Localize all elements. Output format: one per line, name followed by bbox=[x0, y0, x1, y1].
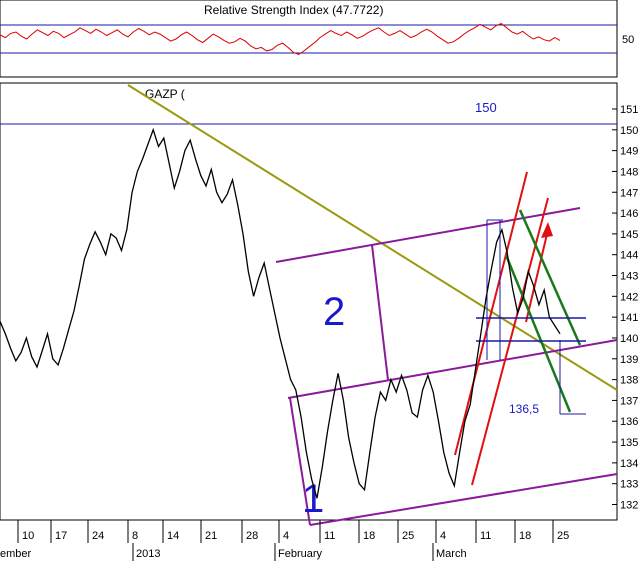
price-tick-label: 144 bbox=[620, 250, 638, 262]
date-tick-label: 4 bbox=[283, 530, 289, 542]
price-tick-label: 147 bbox=[620, 187, 638, 199]
price-tick-label: 143 bbox=[620, 271, 638, 283]
month-label: March bbox=[436, 548, 467, 560]
red-arrow bbox=[525, 229, 549, 323]
price-tick-label: 137 bbox=[620, 395, 638, 407]
rsi-title: Relative Strength Index (47.7722) bbox=[204, 3, 383, 17]
price-tick-label: 151 bbox=[620, 104, 638, 116]
date-tick-label: 11 bbox=[480, 530, 491, 542]
channel-2-top bbox=[275, 207, 581, 263]
price-tick-label: 141 bbox=[620, 312, 638, 324]
price-series-line bbox=[0, 127, 561, 499]
date-tick-label: 10 bbox=[22, 530, 34, 542]
month-label: ember bbox=[0, 548, 32, 560]
downtrend-line bbox=[127, 84, 618, 391]
green-flag-top bbox=[518, 209, 582, 346]
price-tick-label: 132 bbox=[620, 500, 638, 512]
rsi-panel bbox=[0, 0, 618, 78]
channel-1-side bbox=[289, 397, 311, 526]
price-tick-label: 138 bbox=[620, 375, 638, 387]
level-136-label: 136,5 bbox=[509, 402, 539, 416]
month-labels: ember 2013 February March bbox=[0, 543, 467, 561]
price-panel bbox=[0, 82, 618, 521]
date-tick-label: 21 bbox=[205, 530, 217, 542]
symbol-label: GAZP ( bbox=[145, 87, 185, 101]
rsi-series-line bbox=[0, 23, 561, 55]
price-tick-label: 135 bbox=[620, 437, 638, 449]
price-axis: 132 133 134 135 136 137 138 139 140 141 142 143 144 1… bbox=[612, 104, 638, 512]
price-tick-label: 148 bbox=[620, 166, 638, 178]
date-tick-label: 14 bbox=[167, 530, 179, 542]
channel-1-bottom bbox=[309, 473, 618, 526]
rsi-level-label: 50 bbox=[622, 34, 634, 46]
price-tick-label: 136 bbox=[620, 416, 638, 428]
price-tick-label: 139 bbox=[620, 354, 638, 366]
price-tick-label: 134 bbox=[620, 458, 638, 470]
price-tick-label: 146 bbox=[620, 208, 638, 220]
date-tick-label: 11 bbox=[324, 530, 335, 542]
date-tick-label: 8 bbox=[132, 530, 138, 542]
date-tick-label: 18 bbox=[363, 530, 375, 542]
price-tick-label: 140 bbox=[620, 333, 638, 345]
red-channel-left bbox=[454, 171, 528, 456]
channel-1-top bbox=[287, 339, 618, 399]
red-arrow-head bbox=[541, 222, 553, 238]
level-150-label: 150 bbox=[475, 100, 497, 115]
price-tick-label: 145 bbox=[620, 229, 638, 241]
green-flag-bottom bbox=[504, 254, 572, 413]
date-axis: 10 17 24 8 14 21 28 4 11 18 25 4 11 18 25 bbox=[17, 520, 569, 543]
date-tick-label: 18 bbox=[519, 530, 531, 542]
price-tick-label: 142 bbox=[620, 291, 638, 303]
month-label: February bbox=[278, 548, 323, 560]
date-tick-label: 17 bbox=[55, 530, 67, 542]
date-tick-label: 25 bbox=[557, 530, 569, 542]
date-tick-label: 24 bbox=[92, 530, 104, 542]
price-tick-label: 133 bbox=[620, 479, 638, 491]
channel-2-label: 2 bbox=[323, 290, 345, 334]
channel-2-side bbox=[371, 244, 389, 381]
date-tick-label: 25 bbox=[402, 530, 414, 542]
price-tick-label: 150 bbox=[620, 125, 638, 137]
price-tick-label: 149 bbox=[620, 146, 638, 158]
month-label: 2013 bbox=[136, 548, 160, 560]
rsi-level-lines bbox=[0, 24, 617, 54]
date-tick-label: 4 bbox=[440, 530, 446, 542]
date-tick-label: 28 bbox=[246, 530, 258, 542]
